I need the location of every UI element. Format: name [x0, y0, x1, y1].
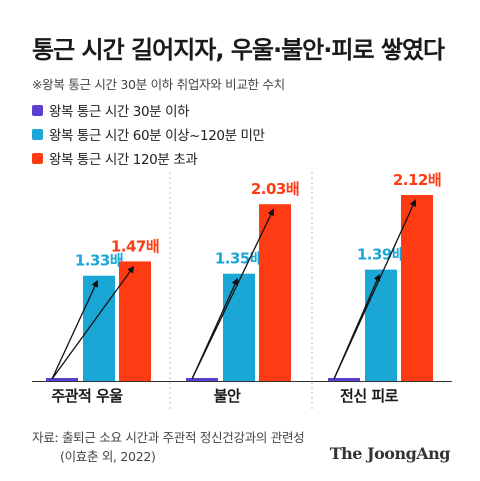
bar-3-cat-1 [119, 261, 151, 381]
bar-1-cat-3 [328, 378, 360, 381]
data-label-3-cat-1: 1.47배 [111, 237, 159, 255]
bar-1-cat-1 [46, 378, 78, 381]
legend-item-60-120min: 왕복 통근 시간 60분 이상~120분 미만 [32, 122, 265, 146]
legend-swatch-30min [32, 104, 43, 116]
bar-1-cat-2 [186, 378, 218, 381]
bar-3-cat-3 [401, 195, 433, 381]
data-label-3-cat-2: 2.03배 [251, 180, 299, 198]
source-note: 자료: 출퇴근 소요 시간과 주관적 정신건강과의 관련성 (이효춘 외, 20… [32, 428, 305, 466]
data-label-2-cat-1: 1.33배 [75, 252, 123, 270]
legend-label-120min: 왕복 통근 시간 120분 초과 [49, 152, 198, 168]
bar-2-cat-2 [223, 273, 255, 381]
legend-swatch-120min [32, 152, 43, 164]
category-label-3: 전신 피로 [340, 387, 399, 405]
arrow-3-cat-2 [191, 208, 274, 380]
legend-item-30min: 왕복 통근 시간 30분 이하 [32, 98, 265, 122]
arrow-2-cat-1 [51, 279, 99, 380]
legend-label-30min: 왕복 통근 시간 30분 이하 [49, 104, 190, 120]
data-label-3-cat-3: 2.12배 [393, 171, 441, 189]
arrow-3-cat-1 [51, 265, 135, 380]
arrow-3-cat-3 [333, 199, 417, 380]
legend-swatch-60-120min [32, 128, 43, 140]
publisher-logo: The JoongAng [329, 444, 451, 463]
category-label-1: 주관적 우울 [51, 387, 123, 405]
chart-title: 통근 시간 길어지자, 우울·불안·피로 쌓였다 [32, 36, 445, 64]
chart-note: ※왕복 통근 시간 30분 이하 취업자와 비교한 수치 [32, 77, 285, 92]
legend: 왕복 통근 시간 30분 이하 왕복 통근 시간 60분 이상~120분 미만 … [32, 98, 265, 170]
data-label-2-cat-3: 1.39배 [357, 246, 405, 264]
source-line-1: 자료: 출퇴근 소요 시간과 주관적 정신건강과의 관련성 [32, 430, 305, 445]
bar-2-cat-1 [83, 275, 115, 381]
legend-item-120min: 왕복 통근 시간 120분 초과 [32, 146, 265, 170]
bar-2-cat-3 [365, 269, 397, 381]
bar-3-cat-2 [259, 204, 291, 381]
legend-label-60-120min: 왕복 통근 시간 60분 이상~120분 미만 [49, 128, 265, 144]
data-label-2-cat-2: 1.35배 [215, 250, 263, 268]
source-line-2: (이효춘 외, 2022) [60, 449, 156, 464]
category-label-2: 불안 [214, 387, 241, 405]
